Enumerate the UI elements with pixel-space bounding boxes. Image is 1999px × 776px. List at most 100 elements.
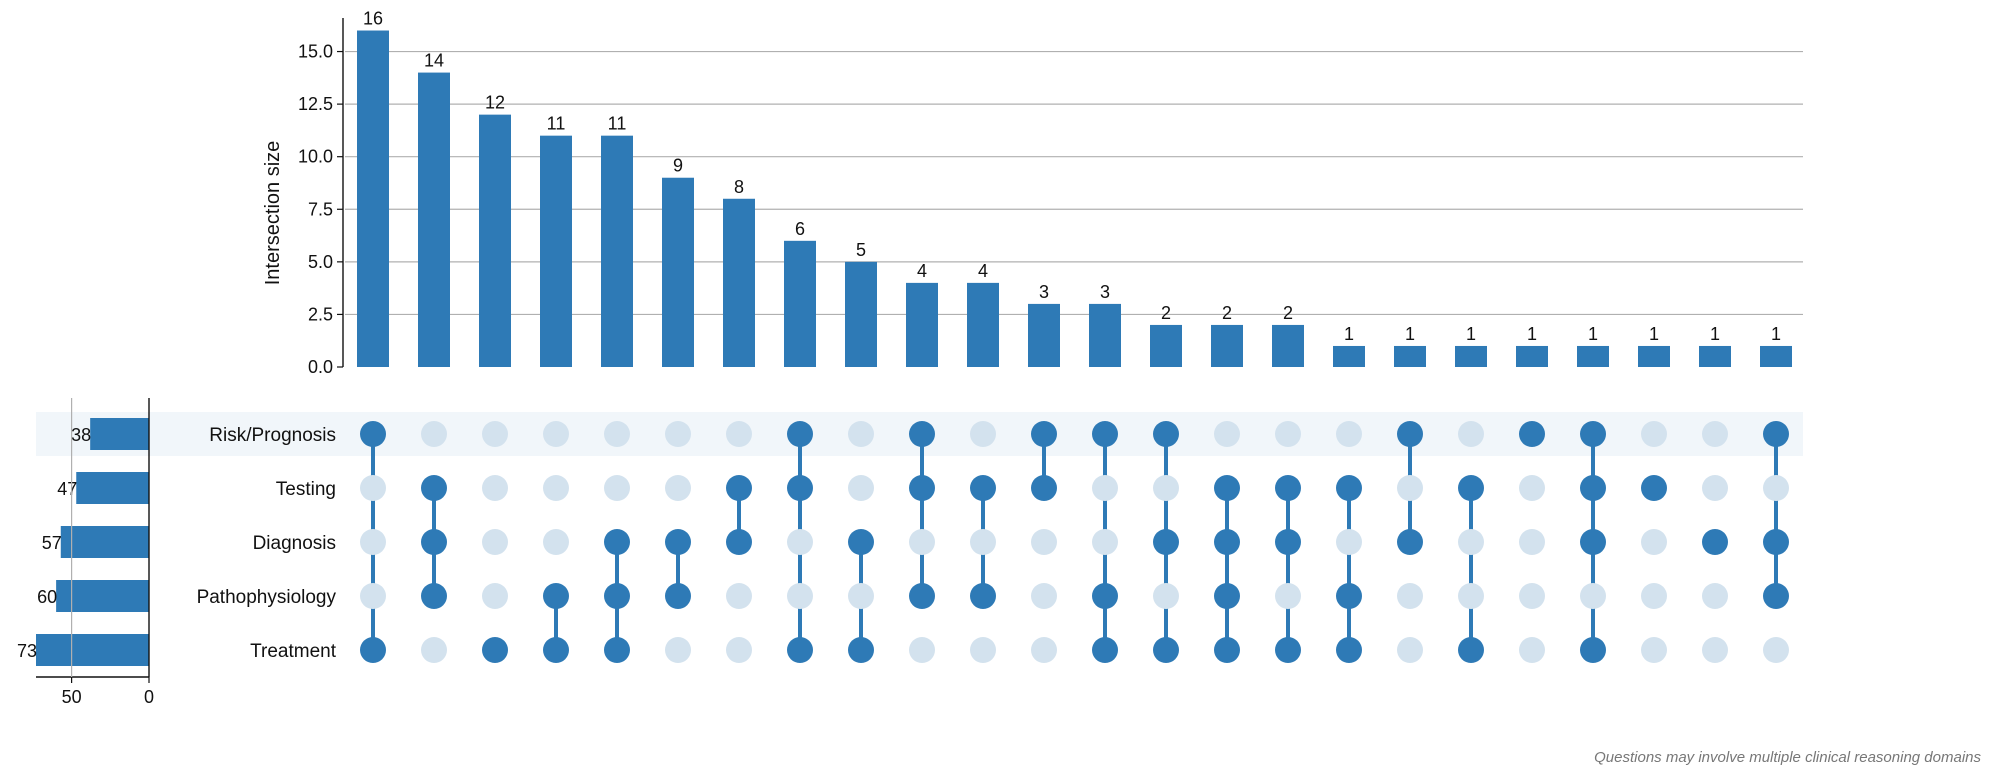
bar-value-label: 14 bbox=[424, 51, 444, 71]
bar-value-label: 2 bbox=[1283, 303, 1293, 323]
intersection-bar bbox=[1150, 324, 1182, 367]
bar-value-label: 3 bbox=[1039, 282, 1049, 302]
membership-dot-active bbox=[1336, 583, 1362, 609]
membership-dot-inactive bbox=[1763, 475, 1789, 501]
membership-dot-inactive bbox=[1458, 583, 1484, 609]
membership-dot-inactive bbox=[1397, 475, 1423, 501]
membership-dot-active bbox=[1580, 529, 1606, 555]
bar-value-label: 4 bbox=[917, 261, 927, 281]
membership-dot-inactive bbox=[787, 583, 813, 609]
membership-dot-active bbox=[970, 583, 996, 609]
membership-dot-active bbox=[1763, 421, 1789, 447]
membership-dot-inactive bbox=[1702, 421, 1728, 447]
membership-dot-inactive bbox=[970, 529, 996, 555]
intersection-bar bbox=[967, 282, 999, 367]
membership-dot-inactive bbox=[1458, 421, 1484, 447]
membership-dot-active bbox=[543, 637, 569, 663]
intersection-bar bbox=[1394, 345, 1426, 367]
bar-value-label: 11 bbox=[608, 114, 627, 134]
bar-value-label: 1 bbox=[1466, 324, 1476, 344]
membership-dot-inactive bbox=[1702, 583, 1728, 609]
membership-dot-inactive bbox=[1763, 637, 1789, 663]
membership-dot-active bbox=[909, 475, 935, 501]
intersection-bars bbox=[357, 30, 1792, 368]
bar-value-label: 1 bbox=[1405, 324, 1415, 344]
membership-dot-active bbox=[726, 529, 752, 555]
membership-dot-active bbox=[1763, 583, 1789, 609]
membership-dot-inactive bbox=[1275, 583, 1301, 609]
membership-dot-active bbox=[787, 421, 813, 447]
set-size-bar bbox=[60, 526, 150, 558]
membership-dot-active bbox=[1031, 475, 1057, 501]
set-size-tick-label: 50 bbox=[62, 687, 82, 707]
membership-dot-inactive bbox=[1458, 529, 1484, 555]
membership-dot-inactive bbox=[482, 583, 508, 609]
membership-dot-inactive bbox=[1153, 583, 1179, 609]
membership-dot-inactive bbox=[1092, 529, 1118, 555]
membership-dot-inactive bbox=[1641, 583, 1667, 609]
membership-dot-inactive bbox=[421, 421, 447, 447]
membership-dot-inactive bbox=[909, 637, 935, 663]
set-label: Risk/Prognosis bbox=[209, 425, 336, 446]
membership-dot-inactive bbox=[848, 421, 874, 447]
set-size-label: 57 bbox=[42, 533, 62, 553]
membership-dot-active bbox=[1763, 529, 1789, 555]
membership-dot-active bbox=[604, 529, 630, 555]
membership-dot-active bbox=[1214, 529, 1240, 555]
y-tick-label: 0.0 bbox=[308, 357, 333, 377]
membership-dot-inactive bbox=[421, 637, 447, 663]
intersection-bar bbox=[1089, 303, 1121, 367]
membership-dot-inactive bbox=[604, 475, 630, 501]
membership-dot-active bbox=[909, 421, 935, 447]
set-label: Treatment bbox=[250, 641, 337, 662]
set-label: Testing bbox=[276, 479, 336, 500]
membership-dot-inactive bbox=[1519, 637, 1545, 663]
bar-value-label: 3 bbox=[1100, 282, 1110, 302]
membership-dot-inactive bbox=[1336, 421, 1362, 447]
membership-dot-inactive bbox=[543, 475, 569, 501]
membership-dot-active bbox=[1458, 637, 1484, 663]
membership-dot-active bbox=[909, 583, 935, 609]
intersection-bar bbox=[784, 240, 816, 367]
membership-dot-active bbox=[604, 637, 630, 663]
set-labels: Risk/Prognosis Testing Diagnosis Pathophysi… bbox=[197, 425, 337, 662]
y-tick-label: 10.0 bbox=[298, 147, 333, 167]
membership-dot-inactive bbox=[1702, 637, 1728, 663]
membership-dot-inactive bbox=[543, 529, 569, 555]
membership-dot-active bbox=[848, 637, 874, 663]
y-tick-label: 15.0 bbox=[298, 42, 333, 62]
membership-dot-inactive bbox=[1519, 529, 1545, 555]
set-size-bar bbox=[76, 472, 149, 504]
membership-dot-inactive bbox=[1641, 637, 1667, 663]
membership-dot-active bbox=[970, 475, 996, 501]
membership-dot-inactive bbox=[543, 421, 569, 447]
intersection-bar bbox=[1760, 345, 1792, 367]
y-axis: 0.0 2.5 5.0 7.5 10.0 12.5 15.0 bbox=[298, 18, 344, 377]
intersection-bar bbox=[723, 198, 755, 367]
membership-dot-active bbox=[1031, 421, 1057, 447]
set-size-label: 38 bbox=[71, 425, 91, 445]
membership-dot-inactive bbox=[726, 583, 752, 609]
membership-dot-inactive bbox=[787, 529, 813, 555]
membership-dot-active bbox=[1153, 529, 1179, 555]
intersection-bar bbox=[906, 282, 938, 367]
membership-dot-inactive bbox=[970, 637, 996, 663]
set-size-bar bbox=[36, 634, 149, 666]
membership-dot-active bbox=[1092, 421, 1118, 447]
intersection-bar bbox=[1577, 345, 1609, 367]
set-label: Diagnosis bbox=[253, 533, 336, 554]
bar-value-label: 2 bbox=[1161, 303, 1171, 323]
membership-dot-inactive bbox=[1031, 637, 1057, 663]
bar-value-label: 5 bbox=[856, 240, 866, 260]
membership-dot-active bbox=[848, 529, 874, 555]
membership-dot-inactive bbox=[360, 475, 386, 501]
membership-dot-active bbox=[1153, 637, 1179, 663]
membership-dot-inactive bbox=[1519, 583, 1545, 609]
membership-dot-inactive bbox=[848, 475, 874, 501]
y-tick-label: 12.5 bbox=[298, 94, 333, 114]
membership-dot-active bbox=[482, 637, 508, 663]
bar-value-label: 2 bbox=[1222, 303, 1232, 323]
membership-dot-inactive bbox=[1580, 583, 1606, 609]
set-size-tick-label: 0 bbox=[144, 687, 154, 707]
membership-dot-active bbox=[726, 475, 752, 501]
